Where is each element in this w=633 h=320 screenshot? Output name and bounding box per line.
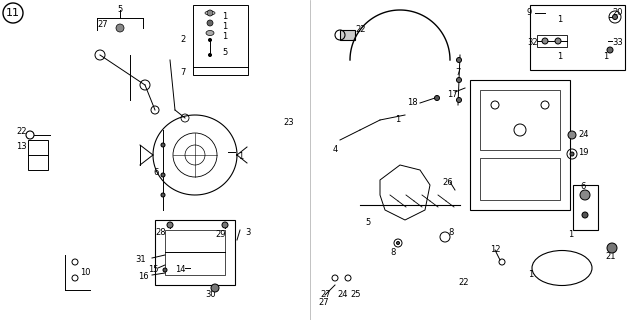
Text: 10: 10 (80, 268, 91, 277)
Text: 27: 27 (318, 298, 329, 307)
Text: 28: 28 (155, 228, 166, 237)
Circle shape (580, 190, 590, 200)
Circle shape (456, 98, 461, 102)
Text: 33: 33 (612, 38, 623, 47)
Text: 1: 1 (238, 152, 243, 161)
Text: 15: 15 (148, 265, 158, 274)
Bar (573, 185, 598, 230)
Bar (193, 5, 248, 75)
Text: 25: 25 (350, 290, 361, 299)
Bar (530, 5, 625, 70)
Text: 32: 32 (527, 38, 537, 47)
Circle shape (570, 152, 574, 156)
Text: 20: 20 (612, 8, 622, 17)
Bar (480, 90, 560, 150)
Circle shape (613, 14, 618, 20)
Bar (155, 220, 235, 285)
Text: 5: 5 (222, 48, 227, 57)
Circle shape (222, 222, 228, 228)
Text: 21: 21 (605, 252, 615, 261)
Circle shape (434, 95, 439, 100)
Bar (537, 35, 567, 47)
Text: 1: 1 (222, 22, 227, 31)
Circle shape (161, 173, 165, 177)
Text: 3: 3 (245, 228, 251, 237)
Circle shape (456, 58, 461, 62)
Text: 22: 22 (16, 127, 27, 136)
Bar (480, 158, 560, 200)
Circle shape (208, 38, 211, 42)
Text: 9: 9 (527, 8, 532, 17)
Text: 1: 1 (568, 230, 573, 239)
Bar (165, 230, 225, 275)
Text: 14: 14 (175, 265, 185, 274)
Text: 4: 4 (333, 145, 338, 154)
Circle shape (542, 38, 548, 44)
Text: 19: 19 (578, 148, 589, 157)
Text: 8: 8 (390, 248, 396, 257)
Circle shape (167, 222, 173, 228)
Text: 1: 1 (603, 52, 608, 61)
Text: 2: 2 (180, 35, 185, 44)
Circle shape (207, 20, 213, 26)
Ellipse shape (206, 30, 214, 36)
Text: 18: 18 (407, 98, 418, 107)
Text: 1: 1 (222, 32, 227, 41)
Text: 6: 6 (153, 168, 158, 177)
Text: 5: 5 (365, 218, 370, 227)
Text: 24: 24 (578, 130, 589, 139)
Circle shape (396, 242, 399, 244)
Text: 7: 7 (180, 68, 185, 77)
Text: 17: 17 (447, 90, 458, 99)
Circle shape (582, 212, 588, 218)
Text: 11: 11 (6, 8, 20, 18)
Circle shape (161, 143, 165, 147)
Text: 1: 1 (528, 270, 533, 279)
Text: 1: 1 (557, 15, 562, 24)
Circle shape (568, 131, 576, 139)
Circle shape (555, 38, 561, 44)
Text: 6: 6 (580, 182, 586, 191)
Text: 22: 22 (458, 278, 468, 287)
Text: 23: 23 (283, 118, 294, 127)
Text: 8: 8 (448, 228, 453, 237)
Text: 5: 5 (117, 5, 123, 14)
Text: 1: 1 (395, 115, 400, 124)
Circle shape (161, 193, 165, 197)
Text: 26: 26 (442, 178, 453, 187)
Circle shape (456, 77, 461, 83)
Text: 13: 13 (16, 142, 27, 151)
Text: 1: 1 (222, 12, 227, 21)
Text: 29: 29 (215, 230, 225, 239)
Circle shape (163, 268, 167, 272)
Bar (340, 30, 355, 40)
Bar (470, 80, 570, 210)
Circle shape (607, 47, 613, 53)
Text: 22: 22 (355, 25, 365, 34)
Text: 27: 27 (97, 20, 108, 29)
Circle shape (208, 53, 211, 57)
Text: 7: 7 (455, 68, 460, 77)
Text: 27: 27 (320, 290, 330, 299)
Text: 12: 12 (490, 245, 501, 254)
Text: 30: 30 (205, 290, 216, 299)
Circle shape (607, 243, 617, 253)
Circle shape (116, 24, 124, 32)
Text: 24: 24 (337, 290, 348, 299)
Bar (28, 140, 48, 170)
Text: 31: 31 (135, 255, 146, 264)
Circle shape (211, 284, 219, 292)
Text: 16: 16 (138, 272, 149, 281)
Text: 1: 1 (557, 52, 562, 61)
Circle shape (207, 10, 213, 16)
